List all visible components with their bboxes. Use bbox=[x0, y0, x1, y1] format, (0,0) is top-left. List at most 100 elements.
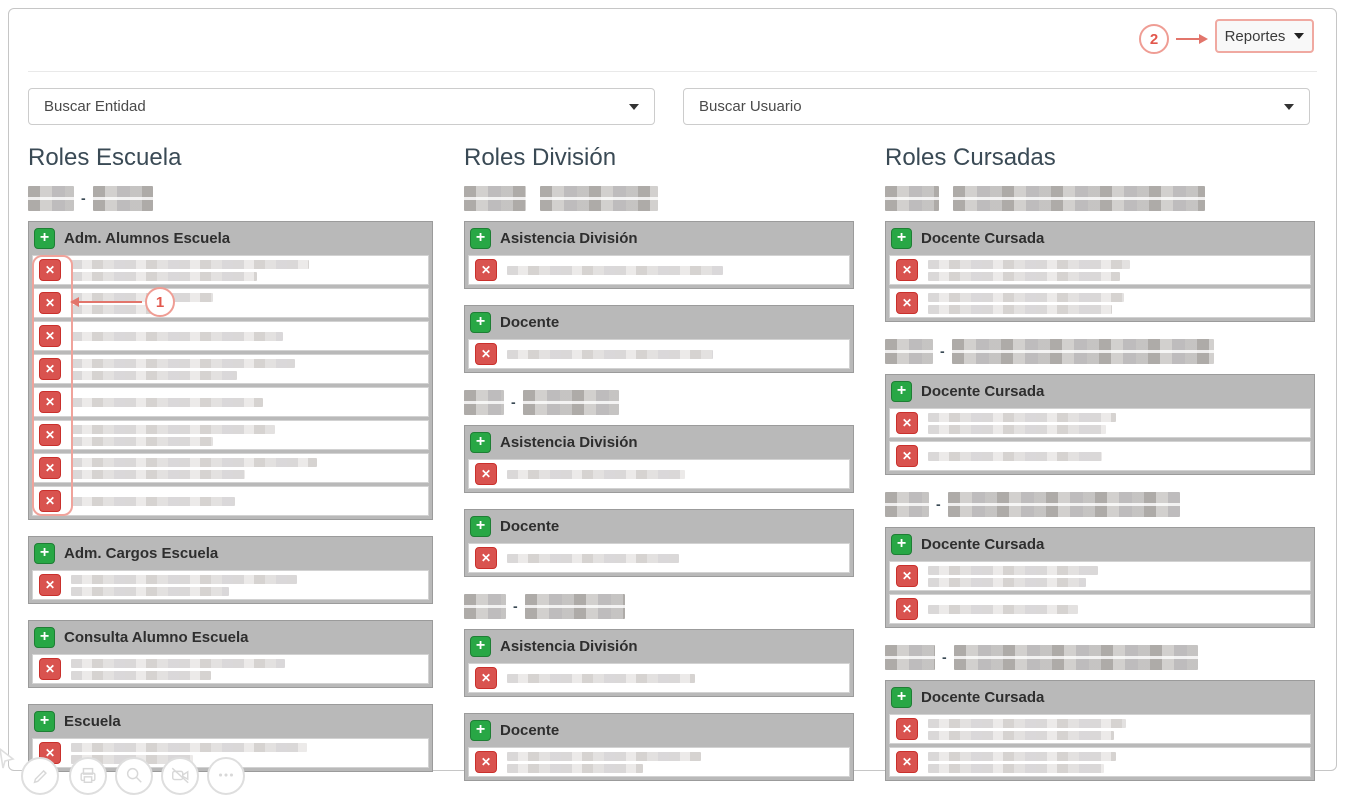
redacted-text bbox=[507, 349, 713, 359]
x-icon[interactable] bbox=[39, 424, 61, 446]
x-icon[interactable] bbox=[475, 751, 497, 773]
redacted-text bbox=[71, 259, 309, 269]
x-icon[interactable] bbox=[39, 658, 61, 680]
role-group-asistencia-division: Asistencia División bbox=[464, 629, 854, 697]
plus-icon[interactable] bbox=[470, 720, 491, 741]
annotation-step-2-number: 2 bbox=[1149, 30, 1159, 48]
role-group-label: Asistencia División bbox=[500, 638, 638, 655]
reportes-button[interactable]: Reportes bbox=[1215, 19, 1314, 53]
redacted-text bbox=[885, 185, 939, 211]
x-icon[interactable] bbox=[896, 259, 918, 281]
column-title: Roles Cursadas bbox=[885, 144, 1056, 171]
x-icon[interactable] bbox=[896, 412, 918, 434]
plus-icon[interactable] bbox=[891, 534, 912, 555]
column-roles-cursadas: Roles Cursadas Docente Cursada bbox=[885, 141, 1315, 797]
redacted-text bbox=[71, 670, 211, 680]
redacted-text bbox=[885, 491, 929, 517]
x-icon[interactable] bbox=[475, 343, 497, 365]
redacted-text bbox=[71, 574, 297, 584]
entity-name-redacted: - bbox=[28, 185, 433, 211]
role-group-label: Docente Cursada bbox=[921, 689, 1045, 706]
redacted-text bbox=[951, 338, 1214, 364]
caret-down-icon bbox=[1294, 33, 1305, 39]
redacted-text bbox=[928, 304, 1112, 314]
plus-icon[interactable] bbox=[891, 687, 912, 708]
entity-name-redacted bbox=[885, 185, 1315, 211]
role-row bbox=[32, 387, 429, 417]
plus-icon[interactable] bbox=[34, 543, 55, 564]
plus-icon[interactable] bbox=[891, 381, 912, 402]
x-icon[interactable] bbox=[475, 259, 497, 281]
reportes-button-label: Reportes bbox=[1224, 27, 1286, 45]
redacted-text bbox=[507, 553, 679, 563]
plus-icon[interactable] bbox=[470, 228, 491, 249]
magnifier-icon[interactable] bbox=[115, 757, 153, 795]
role-group-docente-cursada: Docente Cursada bbox=[885, 527, 1315, 628]
camera-off-icon[interactable] bbox=[161, 757, 199, 795]
entity-search-placeholder: Buscar Entidad bbox=[44, 98, 146, 115]
role-group-asistencia-division: Asistencia División bbox=[464, 221, 854, 289]
entity-name-redacted: - bbox=[885, 338, 1315, 364]
role-row bbox=[468, 543, 850, 573]
x-icon[interactable] bbox=[896, 565, 918, 587]
x-icon[interactable] bbox=[896, 292, 918, 314]
role-row bbox=[32, 321, 429, 351]
x-icon[interactable] bbox=[39, 292, 61, 314]
role-row bbox=[32, 420, 429, 450]
pencil-icon[interactable] bbox=[21, 757, 59, 795]
redacted-text bbox=[71, 358, 295, 368]
x-icon[interactable] bbox=[896, 718, 918, 740]
redacted-text bbox=[507, 763, 643, 773]
role-group-adm-cargos-escuela: Adm. Cargos Escuela bbox=[28, 536, 433, 604]
redacted-text bbox=[928, 424, 1106, 434]
role-group-header: Adm. Cargos Escuela bbox=[32, 540, 429, 567]
x-icon[interactable] bbox=[39, 259, 61, 281]
role-row bbox=[32, 288, 429, 318]
plus-icon[interactable] bbox=[470, 636, 491, 657]
plus-icon[interactable] bbox=[470, 312, 491, 333]
x-icon[interactable] bbox=[39, 574, 61, 596]
role-group-adm-alumnos-escuela: Adm. Alumnos Escuela 1 bbox=[28, 221, 433, 520]
x-icon[interactable] bbox=[39, 391, 61, 413]
role-group-label: Docente Cursada bbox=[921, 383, 1045, 400]
entity-search-select[interactable]: Buscar Entidad bbox=[28, 88, 655, 125]
redacted-text bbox=[928, 412, 1116, 422]
x-icon[interactable] bbox=[475, 463, 497, 485]
redacted-text bbox=[947, 491, 1180, 517]
plus-icon[interactable] bbox=[34, 228, 55, 249]
x-icon[interactable] bbox=[39, 457, 61, 479]
role-group-label: Docente Cursada bbox=[921, 536, 1045, 553]
x-icon[interactable] bbox=[39, 358, 61, 380]
annotation-step-1: 1 bbox=[145, 287, 175, 317]
role-row bbox=[889, 594, 1311, 624]
role-group-header: Adm. Alumnos Escuela bbox=[32, 225, 429, 252]
user-search-select[interactable]: Buscar Usuario bbox=[683, 88, 1310, 125]
redacted-text bbox=[71, 370, 237, 380]
x-icon[interactable] bbox=[896, 445, 918, 467]
plus-icon[interactable] bbox=[891, 228, 912, 249]
x-icon[interactable] bbox=[896, 598, 918, 620]
x-icon[interactable] bbox=[475, 667, 497, 689]
redacted-text bbox=[928, 577, 1086, 587]
search-bar: Buscar Entidad Buscar Usuario bbox=[28, 88, 1310, 125]
role-row bbox=[468, 663, 850, 693]
ellipsis-icon[interactable] bbox=[207, 757, 245, 795]
annotation-step-2: 2 bbox=[1139, 24, 1169, 54]
redacted-text bbox=[71, 397, 263, 407]
role-group-consulta-alumno-escuela: Consulta Alumno Escuela bbox=[28, 620, 433, 688]
plus-icon[interactable] bbox=[470, 516, 491, 537]
role-group-docente-cursada: Docente Cursada bbox=[885, 374, 1315, 475]
plus-icon[interactable] bbox=[34, 627, 55, 648]
x-icon[interactable] bbox=[475, 547, 497, 569]
redacted-text bbox=[507, 265, 723, 275]
role-row bbox=[468, 747, 850, 777]
entity-section: - Adm. Alumnos Escuela bbox=[28, 185, 433, 772]
plus-icon[interactable] bbox=[34, 711, 55, 732]
x-icon[interactable] bbox=[896, 751, 918, 773]
role-row bbox=[32, 453, 429, 483]
printer-icon[interactable] bbox=[69, 757, 107, 795]
x-icon[interactable] bbox=[39, 490, 61, 512]
x-icon[interactable] bbox=[39, 325, 61, 347]
caret-down-icon bbox=[1284, 103, 1294, 110]
plus-icon[interactable] bbox=[470, 432, 491, 453]
